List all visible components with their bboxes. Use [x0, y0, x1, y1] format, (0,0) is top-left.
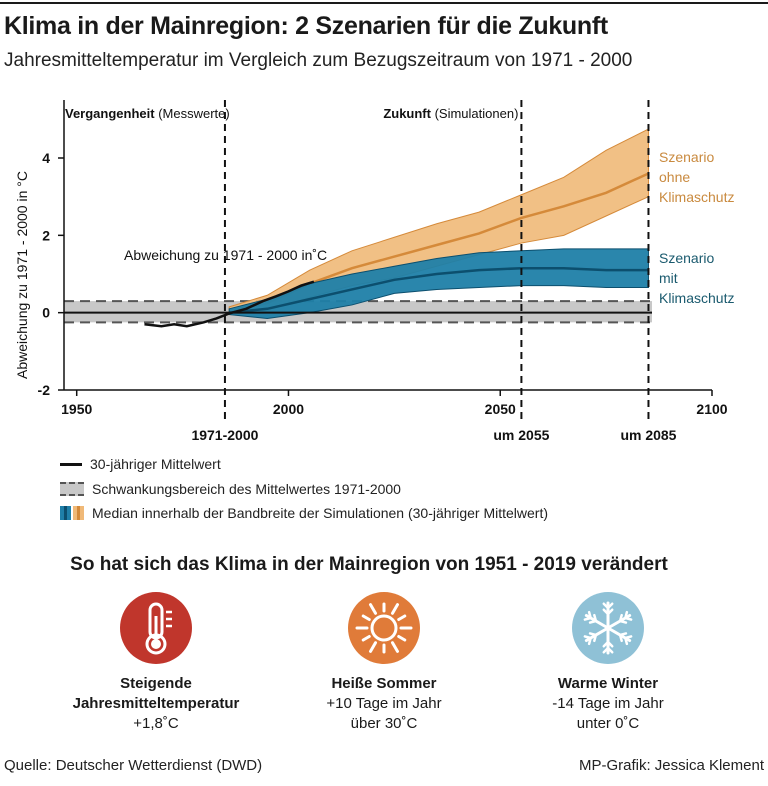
legend-band: Schwankungsbereich des Mittelwertes 1971… [60, 481, 401, 497]
series-label-mit: mit [659, 270, 678, 286]
period-label-future: Zukunft (Simulationen) [383, 106, 518, 121]
period-label-past: Vergangenheit (Messwerte) [65, 106, 230, 121]
fact-temperature: Steigende Jahresmitteltemperatur +1,8˚C [46, 592, 266, 734]
series-label-mit: Klimaschutz [659, 290, 734, 306]
legend-median-label: Median innerhalb der Bandbreite der Simu… [92, 505, 549, 521]
observed-line [144, 280, 315, 328]
legend-observed-label: 30-jähriger Mittelwert [90, 456, 221, 472]
series-median-mit [229, 266, 649, 314]
thermometer-icon [120, 592, 192, 664]
fact-winter-text-1: -14 Tage im Jahr [552, 695, 664, 712]
fact-temperature-value: +1,8˚C [133, 715, 179, 732]
marker-label: 1971-2000 [191, 427, 258, 443]
y-tick-label: 2 [42, 227, 50, 243]
legend-observed: 30-jähriger Mittelwert [60, 456, 221, 472]
marker-label: um 2085 [620, 427, 676, 443]
credit-note: MP-Grafik: Jessica Klement [578, 757, 764, 774]
series-label-ohne: Klimaschutz [659, 189, 734, 205]
legend-median-swatch [60, 506, 84, 520]
y-tick-label: 0 [42, 305, 50, 321]
source-note: Quelle: Deutscher Wetterdienst (DWD) [4, 757, 263, 774]
x-tick-label: 1950 [61, 401, 92, 417]
fact-temperature-title-1: Steigende [120, 675, 192, 692]
legend-band-label: Schwankungsbereich des Mittelwertes 1971… [92, 481, 401, 497]
legend-median: Median innerhalb der Bandbreite der Simu… [60, 505, 548, 521]
sun-icon [348, 592, 420, 664]
fact-winter-title: Warme Winter [557, 675, 659, 692]
fact-summer-title: Heiße Sommer [331, 675, 437, 692]
legend-line-swatch [60, 462, 82, 466]
x-tick-label: 2100 [696, 401, 727, 417]
fact-summer-text-2: über 30˚C [350, 715, 418, 732]
y-tick-label: -2 [38, 382, 51, 398]
y-tick-label: 4 [42, 150, 50, 166]
legend-band-swatch [60, 482, 84, 496]
fact-summer-text-1: +10 Tage im Jahr [326, 695, 442, 712]
y-axis-label: Abweichung zu 1971 - 2000 in °C [14, 171, 30, 379]
page-subtitle: Jahresmitteltemperatur im Vergleich zum … [4, 50, 633, 71]
series-label-ohne: Szenario [659, 149, 714, 165]
snowflake-icon [572, 592, 644, 664]
top-rule [0, 2, 768, 4]
fact-summer: Heiße Sommer +10 Tage im Jahr über 30˚C [274, 592, 494, 734]
series-band-mit [228, 248, 649, 319]
fact-winter-text-2: unter 0˚C [576, 715, 640, 732]
series-label-mit: Szenario [659, 250, 714, 266]
temperature-chart: -2 0 2 4 1950 2000 2050 2100 1971-2000 um 2055 um … [14, 100, 734, 443]
series-label-ohne: ohne [659, 169, 690, 185]
chart-annotation: Abweichung zu 1971 - 2000 in˚C [124, 247, 327, 263]
page-title: Klima in der Mainregion: 2 Szenarien für… [4, 12, 608, 40]
marker-label: um 2055 [493, 427, 549, 443]
fact-winter: Warme Winter -14 Tage im Jahr unter 0˚C [498, 592, 718, 734]
section-title: So hat sich das Klima in der Mainregion … [70, 554, 668, 575]
fact-temperature-title-2: Jahresmitteltemperatur [72, 695, 240, 712]
x-tick-label: 2000 [273, 401, 304, 417]
x-tick-label: 2050 [485, 401, 516, 417]
